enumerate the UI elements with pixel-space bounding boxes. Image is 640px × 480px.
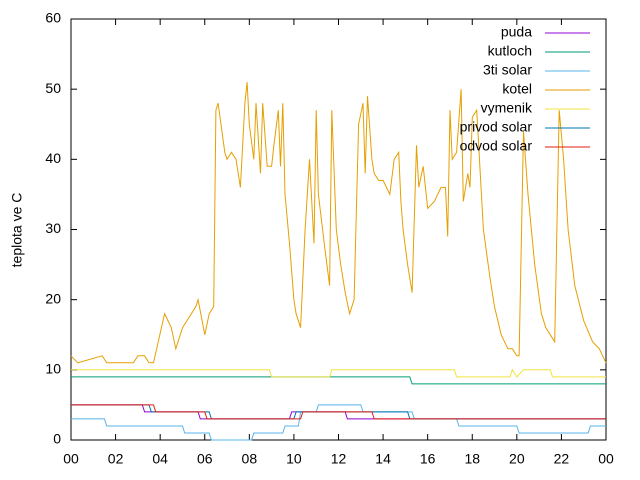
x-tick-label: 08 — [242, 451, 258, 467]
y-axis-label: teplota ve C — [9, 193, 25, 268]
y-tick-label: 30 — [45, 220, 61, 236]
x-tick-label: 06 — [197, 451, 213, 467]
legend-label: 3ti solar — [483, 62, 532, 78]
series-line — [71, 376, 606, 385]
y-tick-label: 0 — [53, 431, 61, 447]
x-tick-label: 10 — [286, 451, 302, 467]
x-tick-label: 14 — [375, 451, 391, 467]
legend-label: puda — [501, 24, 532, 40]
x-tick-label: 00 — [598, 451, 614, 467]
x-tick-label: 20 — [509, 451, 525, 467]
y-tick-label: 20 — [45, 290, 61, 306]
y-tick-label: 50 — [45, 80, 61, 96]
legend-label: privod solar — [460, 119, 533, 135]
x-tick-label: 16 — [420, 451, 436, 467]
y-tick-label: 40 — [45, 150, 61, 166]
x-tick-label: 02 — [108, 451, 124, 467]
legend-label: kutloch — [488, 43, 532, 59]
x-tick-label: 00 — [63, 451, 79, 467]
y-tick-label: 60 — [45, 10, 61, 26]
y-tick-label: 10 — [45, 361, 61, 377]
series-line — [71, 368, 606, 378]
legend-label: odvod solar — [460, 138, 533, 154]
x-tick-label: 22 — [554, 451, 570, 467]
x-tick-label: 12 — [331, 451, 347, 467]
series-line — [70, 82, 607, 364]
x-tick-label: 04 — [152, 451, 168, 467]
series-line — [71, 404, 606, 420]
x-tick-label: 18 — [464, 451, 480, 467]
legend-label: kotel — [502, 81, 532, 97]
legend-label: vymenik — [481, 100, 533, 116]
